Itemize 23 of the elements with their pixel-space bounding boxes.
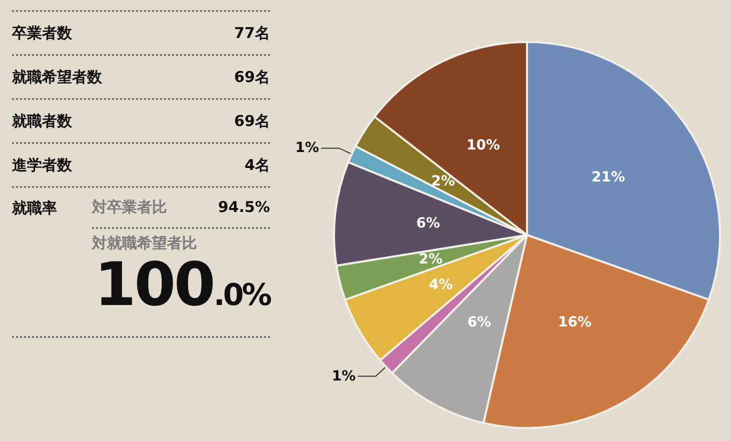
text: 就職希望者数 — [12, 68, 102, 86]
data-label: 10% — [466, 138, 500, 154]
text: 69名 — [234, 68, 270, 86]
text: 進学者数 — [12, 156, 72, 174]
data-label: 1% — [295, 140, 320, 156]
data-label: 2% — [431, 173, 456, 190]
text: 就職率 — [12, 198, 58, 218]
data-label: 6% — [416, 216, 440, 232]
text: 4名 — [244, 156, 270, 174]
data-label: 16% — [558, 314, 592, 330]
data-label: 4% — [428, 276, 453, 293]
text: 77名 — [234, 24, 270, 42]
text: 対卒業者比 — [92, 198, 167, 216]
data-label: 1% — [332, 368, 356, 384]
text: 対就職希望者比 — [92, 234, 198, 253]
text: 94.5% — [218, 198, 270, 216]
data-label: 2% — [418, 252, 442, 268]
text: 卒業者数 — [12, 24, 72, 42]
text: 就職者数 — [12, 112, 72, 130]
text: 69名 — [234, 112, 270, 130]
text: 100.0% — [94, 250, 270, 320]
data-label: 6% — [467, 314, 492, 330]
data-label: 21% — [592, 170, 626, 186]
